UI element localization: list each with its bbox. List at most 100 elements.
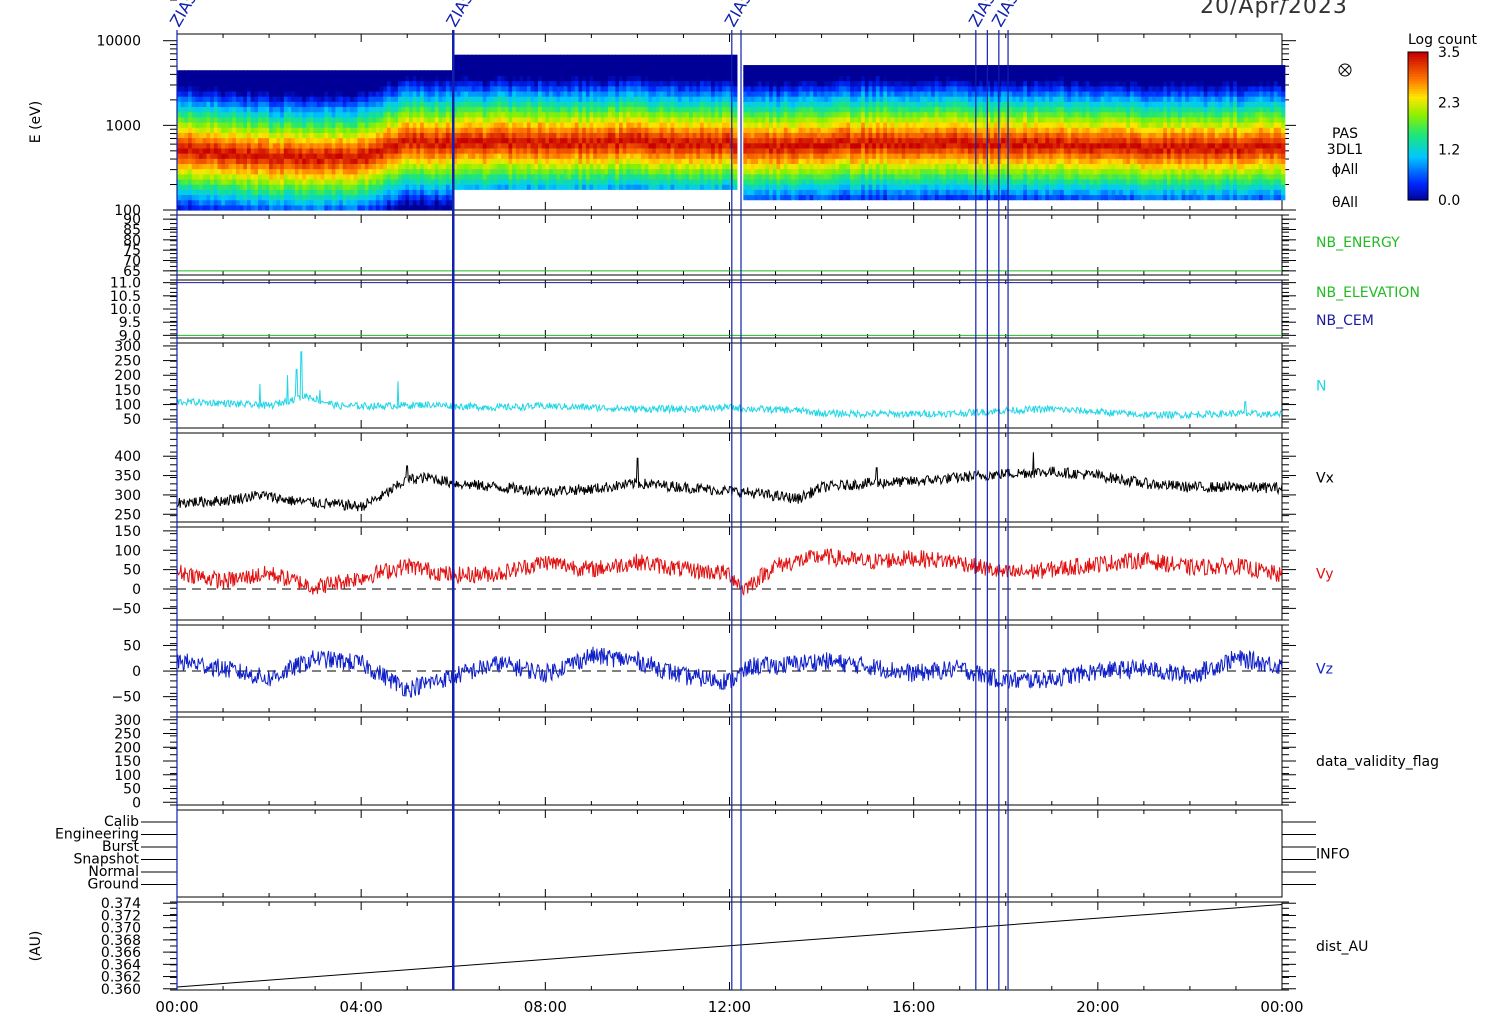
spectrogram-cell: [809, 85, 814, 92]
spectrogram-cell: [409, 137, 414, 144]
spectrogram-cell: [560, 85, 565, 92]
spectrogram-cell: [794, 153, 800, 159]
spectrogram-cell: [776, 173, 781, 180]
spectrogram-cell: [375, 194, 381, 201]
spectrogram-cell: [191, 116, 197, 123]
spectrogram-cell: [560, 106, 565, 113]
spectrogram-cell: [733, 111, 738, 118]
spectrogram-cell: [571, 178, 576, 185]
spectrogram-cell: [541, 75, 546, 82]
spectrogram-cell: [210, 137, 215, 144]
spectrogram-cell: [401, 163, 406, 170]
spectrogram-cell: [258, 178, 263, 185]
spectrogram-cell: [604, 127, 609, 133]
spectrogram-cell: [272, 204, 278, 211]
spectrogram-cell: [243, 142, 248, 149]
spectrogram-cell: [199, 132, 204, 139]
spectrogram-cell: [839, 168, 844, 175]
spectrogram-cell: [593, 59, 598, 66]
spectrogram-cell: [545, 116, 550, 123]
spectrogram-cell: [696, 168, 701, 175]
spectrogram-cell: [685, 101, 690, 108]
spectrogram-cell: [666, 122, 672, 128]
spectrogram-cell: [523, 137, 528, 144]
spectrogram-cell: [177, 147, 182, 154]
spectrogram-cell: [188, 111, 193, 118]
spectrogram-cell: [202, 132, 208, 139]
spectrogram-cell: [346, 75, 351, 82]
spectrogram-cell: [250, 204, 255, 211]
spectrogram-cell: [813, 116, 818, 123]
spectrogram-cell: [258, 80, 263, 87]
spectrogram-cell: [722, 111, 727, 118]
spectrogram-cell: [184, 178, 189, 185]
spectrogram-cell: [309, 147, 314, 154]
spectrogram-cell: [210, 194, 215, 201]
spectrogram-cell: [563, 142, 569, 149]
spectrogram-cell: [217, 85, 222, 92]
spectrogram-cell: [607, 96, 613, 102]
spectrogram-cell: [574, 59, 580, 66]
spectrogram-cell: [839, 173, 844, 180]
spectrogram-cell: [626, 137, 631, 144]
spectrogram-cell: [813, 122, 818, 128]
spectrogram-cell: [342, 173, 348, 180]
spectrogram-cell: [622, 70, 627, 77]
spectrogram-cell: [497, 184, 502, 190]
spectrogram-cell: [593, 158, 598, 165]
spectrogram-cell: [754, 178, 759, 185]
spectrogram-cell: [449, 132, 454, 139]
spectrogram-cell: [820, 153, 825, 159]
spectrogram-cell: [475, 80, 480, 87]
spectrogram-cell: [519, 90, 524, 97]
spectrogram-cell: [820, 142, 825, 149]
spectrogram-cell: [641, 106, 646, 113]
spectrogram-cell: [272, 122, 278, 128]
spectrogram-cell: [831, 173, 836, 180]
spectrogram-cell: [177, 184, 182, 190]
spectrogram-cell: [221, 168, 226, 175]
spectrogram-cell: [563, 163, 569, 170]
spectrogram-cell: [445, 85, 451, 92]
spectrogram-cell: [379, 96, 384, 102]
spectrogram-cell: [707, 59, 712, 66]
spectrogram-cell: [434, 142, 440, 149]
spectrogram-cell: [383, 137, 388, 144]
spectrogram-cell: [523, 65, 528, 71]
spectrogram-cell: [364, 199, 370, 206]
spectrogram-cell: [743, 184, 748, 190]
spectrogram-cell: [438, 204, 443, 211]
spectrogram-cell: [758, 189, 763, 196]
spectrogram-cell: [733, 147, 738, 154]
spectrogram-cell: [805, 168, 811, 175]
spectrogram-cell: [725, 158, 731, 165]
spectrogram-cell: [685, 106, 690, 113]
spectrogram-cell: [445, 96, 451, 102]
spectrogram-cell: [816, 90, 822, 97]
spectrogram-cell: [250, 90, 255, 97]
spectrogram-cell: [530, 90, 535, 97]
spectrogram-cell: [765, 189, 770, 196]
spectrogram-cell: [802, 85, 807, 92]
spectrogram-cell: [765, 194, 770, 201]
spectrogram-cell: [350, 173, 355, 180]
spectrogram-cell: [394, 96, 399, 102]
spectrogram-cell: [213, 75, 219, 82]
spectrogram-cell: [630, 96, 635, 102]
spectrogram-cell: [416, 80, 421, 87]
spectrogram-cell: [850, 75, 855, 82]
spectrogram-cell: [475, 147, 480, 154]
spectrogram-cell: [482, 137, 487, 144]
spectrogram-cell: [563, 178, 569, 185]
spectrogram-cell: [471, 137, 476, 144]
spectrogram-cell: [199, 111, 204, 118]
spectrogram-cell: [607, 101, 613, 108]
spectrogram-cell: [438, 163, 443, 170]
spectrogram-cell: [696, 70, 701, 77]
spectrogram-cell: [328, 90, 333, 97]
spectrogram-cell: [243, 168, 248, 175]
spectrogram-cell: [368, 168, 373, 175]
spectrogram-cell: [780, 153, 785, 159]
spectrogram-cell: [798, 106, 803, 113]
spectrogram-cell: [560, 80, 565, 87]
